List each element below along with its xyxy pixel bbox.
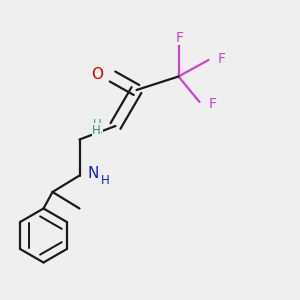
Text: H: H: [100, 174, 109, 188]
Text: H: H: [93, 118, 102, 131]
Text: N: N: [87, 166, 98, 181]
Text: F: F: [218, 52, 226, 66]
Text: H: H: [92, 124, 101, 137]
Text: F: F: [176, 31, 184, 44]
Text: F: F: [208, 97, 217, 110]
Text: O: O: [92, 67, 104, 82]
